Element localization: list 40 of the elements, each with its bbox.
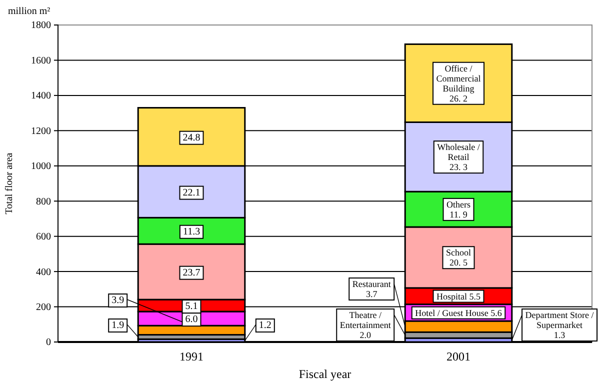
annotation: 20. 5 — [450, 258, 468, 268]
y-tick-label: 200 — [36, 302, 51, 313]
annotation: 5.1 — [185, 301, 198, 312]
y-tick-label: 600 — [36, 232, 51, 243]
annotation: 6.0 — [185, 314, 198, 326]
series-label: Wholesale / Retail — [437, 142, 480, 162]
x-tick-label: 2001 — [446, 350, 470, 364]
annotation: 24.8 — [182, 132, 200, 144]
y-tick-label: 0 — [46, 337, 51, 348]
text: million m² — [8, 6, 50, 17]
annotation: 26. 2 — [450, 93, 468, 104]
annotation: 2.0 — [360, 330, 372, 340]
legend-label: Theatre / Entertainment — [340, 310, 392, 330]
y-tick-label: 1200 — [31, 126, 51, 137]
annotation: 11.3 — [182, 226, 200, 238]
text: Hospital 5.5 — [436, 291, 480, 302]
annotation: 23. 3 — [450, 162, 468, 172]
series-label: School — [446, 248, 472, 258]
y-tick-label: 800 — [36, 196, 51, 208]
y-tick-label: 1800 — [31, 20, 51, 32]
annotation: 3.9 — [112, 295, 124, 306]
annotation: 3.7 — [366, 289, 378, 299]
y-axis-title: Total floor area — [4, 152, 15, 214]
annotation: 1.2 — [258, 320, 272, 331]
x-tick-label: 1991 — [180, 350, 204, 364]
x-axis-title: Fiscal year — [298, 367, 352, 381]
y-tick-label: 1600 — [31, 55, 51, 66]
text: Hotel / Guest House 5.6 — [415, 308, 502, 318]
y-tick-label: 400 — [36, 266, 51, 278]
annotation: 23.7 — [182, 267, 200, 278]
y-tick-label: 1000 — [31, 161, 51, 172]
annotation: 11. 9 — [450, 209, 468, 220]
annotation: 1.9 — [112, 320, 124, 331]
annotation: 22.1 — [182, 187, 200, 198]
series-label: Office / Commercial Building — [436, 63, 482, 94]
series-label: Department Store / Supermarket — [525, 310, 594, 330]
text: Restaurant — [352, 279, 392, 289]
y-tick-label: 1400 — [31, 90, 51, 102]
annotation: 1.3 — [554, 330, 566, 340]
series-label: Others — [446, 199, 471, 210]
